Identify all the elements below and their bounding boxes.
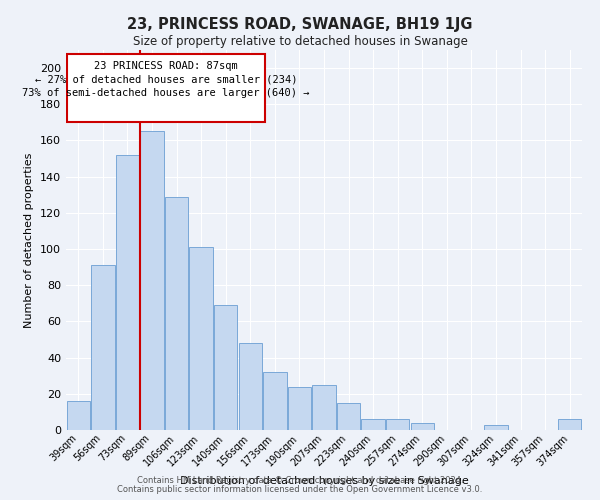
Text: 73% of semi-detached houses are larger (640) →: 73% of semi-detached houses are larger (…: [22, 88, 310, 98]
Text: Contains public sector information licensed under the Open Government Licence v3: Contains public sector information licen…: [118, 485, 482, 494]
Bar: [214, 305, 238, 430]
Y-axis label: Number of detached properties: Number of detached properties: [25, 152, 34, 328]
Bar: [67, 401, 90, 430]
Bar: [313, 385, 335, 430]
Bar: [558, 419, 581, 430]
Bar: [361, 419, 385, 430]
Bar: [91, 266, 115, 430]
Text: ← 27% of detached houses are smaller (234): ← 27% of detached houses are smaller (23…: [35, 74, 298, 85]
Text: Size of property relative to detached houses in Swanage: Size of property relative to detached ho…: [133, 35, 467, 48]
Bar: [263, 372, 287, 430]
Bar: [484, 424, 508, 430]
Bar: [239, 343, 262, 430]
Bar: [288, 386, 311, 430]
Text: 23 PRINCESS ROAD: 87sqm: 23 PRINCESS ROAD: 87sqm: [94, 61, 238, 71]
Bar: [190, 247, 213, 430]
Bar: [386, 419, 409, 430]
Text: Contains HM Land Registry data © Crown copyright and database right 2024.: Contains HM Land Registry data © Crown c…: [137, 476, 463, 485]
Bar: [140, 132, 164, 430]
Text: 23, PRINCESS ROAD, SWANAGE, BH19 1JG: 23, PRINCESS ROAD, SWANAGE, BH19 1JG: [127, 18, 473, 32]
X-axis label: Distribution of detached houses by size in Swanage: Distribution of detached houses by size …: [179, 476, 469, 486]
Bar: [410, 423, 434, 430]
Bar: [165, 196, 188, 430]
Bar: [337, 403, 360, 430]
FancyBboxPatch shape: [67, 54, 265, 122]
Bar: [116, 155, 139, 430]
